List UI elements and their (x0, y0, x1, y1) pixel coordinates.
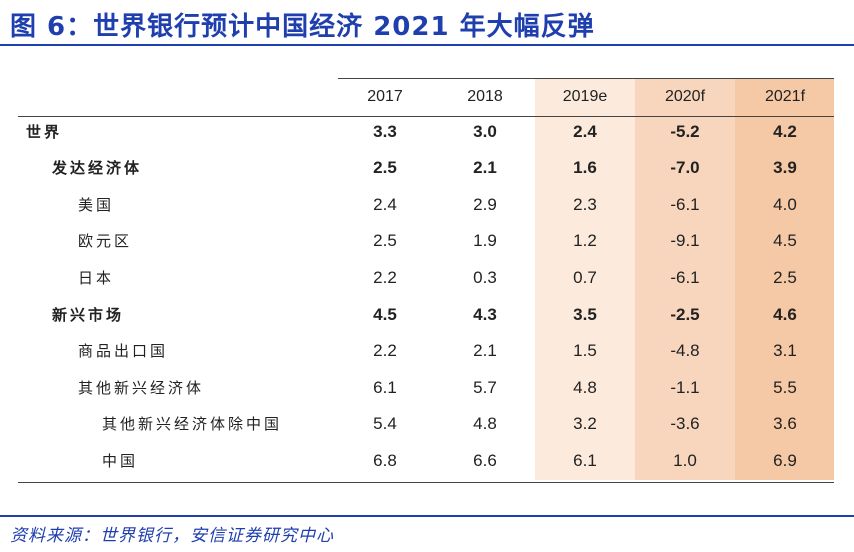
table-cell: 3.6 (773, 414, 797, 433)
table-cell: 6.1 (573, 451, 597, 470)
column-header-2019e: 2019e (562, 88, 608, 105)
table-cell: 2.5 (373, 231, 397, 250)
table-cell: 2.5 (373, 158, 397, 177)
row-label: 其他新兴经济体 (78, 379, 205, 397)
table-cell: -7.0 (670, 158, 700, 177)
table-cell: 4.2 (773, 122, 797, 141)
table-cell: 1.9 (473, 231, 497, 250)
table-cell: 4.0 (773, 195, 797, 214)
table-cell: 1.0 (673, 451, 697, 470)
table-cell: 2.1 (473, 341, 497, 360)
table-cell: 2.2 (373, 268, 397, 287)
table-cell: 2.1 (473, 158, 497, 177)
table-cell: 0.3 (473, 268, 497, 287)
table-cell: 4.8 (573, 378, 597, 397)
title-underline (0, 44, 854, 46)
table-cell: 3.1 (773, 341, 797, 360)
table-header-rule (18, 116, 834, 117)
column-header-2020f: 2020f (664, 88, 706, 105)
table-cell: -6.1 (670, 195, 700, 214)
table-top-rule (338, 78, 834, 79)
table-cell: -9.1 (670, 231, 700, 250)
table-cell: -4.8 (670, 341, 700, 360)
row-label: 中国 (102, 452, 139, 470)
forecast-band-2021f (735, 79, 834, 480)
table-bottom-rule (18, 482, 834, 483)
table-cell: -6.1 (670, 268, 700, 287)
table-cell: 4.8 (473, 414, 497, 433)
table-cell: 2.4 (373, 195, 397, 214)
table-cell: 5.7 (473, 378, 497, 397)
source-divider (0, 515, 854, 517)
table-cell: 3.9 (773, 158, 797, 177)
table-cell: 4.5 (773, 231, 797, 250)
table-cell: 3.3 (373, 122, 397, 141)
row-label: 新兴市场 (52, 306, 125, 324)
table-cell: 6.6 (473, 451, 497, 470)
table-cell: 0.7 (573, 268, 597, 287)
table-cell: -3.6 (670, 414, 700, 433)
table-cell: 1.5 (573, 341, 597, 360)
source-note: 资料来源：世界银行，安信证券研究中心 (10, 526, 334, 546)
table-cell: 6.9 (773, 451, 797, 470)
row-label: 发达经济体 (52, 159, 143, 177)
forecast-band-2019e (535, 79, 635, 480)
table-cell: 1.2 (573, 231, 597, 250)
table-cell: 1.6 (573, 158, 597, 177)
table-cell: 2.3 (573, 195, 597, 214)
row-label: 其他新兴经济体除中国 (102, 415, 283, 433)
table-cell: 2.5 (773, 268, 797, 287)
column-header-2017: 2017 (367, 88, 403, 105)
row-label: 世界 (26, 123, 63, 141)
forecast-band-2020f (635, 79, 735, 480)
row-label: 日本 (78, 269, 115, 287)
table-cell: -2.5 (670, 305, 700, 324)
table-cell: -1.1 (670, 378, 700, 397)
table-cell: 2.9 (473, 195, 497, 214)
table-cell: 5.5 (773, 378, 797, 397)
table-cell: -5.2 (670, 122, 700, 141)
table-cell: 6.8 (373, 451, 397, 470)
table-cell: 4.3 (473, 305, 497, 324)
table-cell: 3.2 (573, 414, 597, 433)
table-cell: 6.1 (373, 378, 397, 397)
row-label: 欧元区 (78, 232, 133, 250)
table-cell: 4.6 (773, 305, 797, 324)
row-label: 商品出口国 (78, 342, 169, 360)
table-cell: 3.0 (473, 122, 497, 141)
column-header-2018: 2018 (467, 88, 503, 105)
row-label: 美国 (78, 196, 115, 214)
column-header-2021f: 2021f (764, 88, 806, 105)
table-cell: 2.2 (373, 341, 397, 360)
table-cell: 3.5 (573, 305, 597, 324)
figure-title: 图 6：世界银行预计中国经济 2021 年大幅反弹 (10, 12, 595, 42)
table-cell: 5.4 (373, 414, 397, 433)
table-cell: 2.4 (573, 122, 597, 141)
table-cell: 4.5 (373, 305, 397, 324)
